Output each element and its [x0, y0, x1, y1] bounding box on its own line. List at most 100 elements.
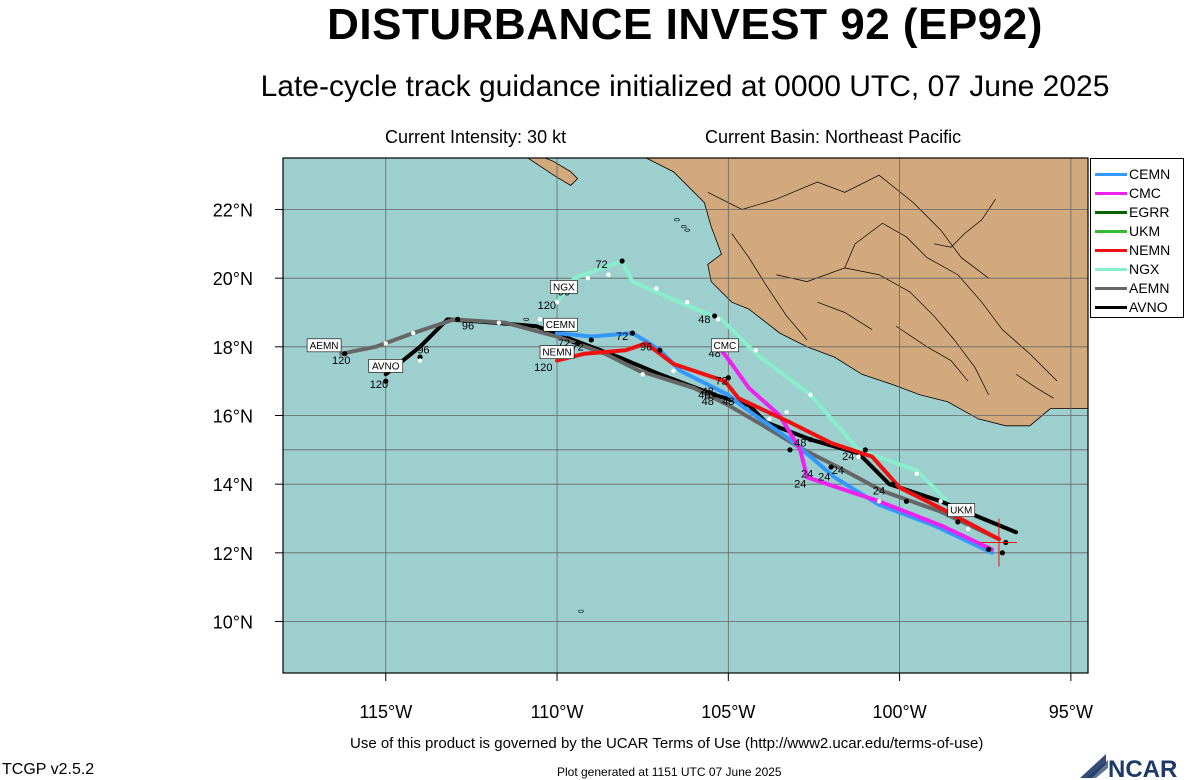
track-point — [807, 436, 814, 443]
legend-swatch — [1095, 286, 1127, 290]
model-tag-box — [539, 345, 575, 360]
forecast-hour-label: 48 — [722, 396, 734, 408]
model-tag: UKM — [950, 506, 972, 517]
track-point — [588, 337, 594, 343]
track-point — [671, 368, 676, 374]
forecast-hour-label: 24 — [794, 479, 806, 491]
island — [680, 225, 687, 229]
forecast-hour-label: 72 — [571, 341, 583, 353]
version-label: TCGP v2.5.2 — [2, 761, 95, 778]
model-tag-box — [368, 359, 404, 373]
model-tag: AEMN — [310, 341, 339, 352]
legend-item-cmc: CMC — [1095, 184, 1161, 202]
track-point — [715, 317, 721, 322]
current-intensity: Current Intensity: 30 kt — [385, 127, 567, 147]
model-tag-box — [543, 317, 578, 332]
forecast-hour-label: 72 — [616, 331, 628, 343]
forecast-hour-label: 48 — [702, 386, 714, 398]
track-aemn — [339, 317, 1001, 542]
legend-label: EGRR — [1129, 204, 1170, 220]
forecast-hour-label: 72 — [715, 376, 727, 388]
track-point — [685, 300, 690, 305]
legend-item-cemn: CEMN — [1095, 165, 1170, 183]
y-tick-label: 14°N — [213, 475, 253, 495]
y-tick-label: 10°N — [213, 613, 253, 633]
y-tick-label: 12°N — [213, 544, 253, 564]
legend-swatch — [1095, 305, 1127, 309]
track-point — [585, 275, 591, 281]
model-tag: NEMN — [542, 348, 571, 359]
state-border — [895, 325, 969, 382]
x-tick-label: 95°W — [1049, 702, 1093, 722]
legend-swatch — [1095, 172, 1127, 176]
model-tag-box — [550, 280, 578, 294]
state-border — [817, 301, 873, 330]
forecast-hour-label: 48 — [698, 389, 710, 401]
track-point — [955, 519, 961, 525]
island — [674, 218, 680, 222]
track-point — [856, 454, 861, 459]
y-tick-label: 22°N — [213, 201, 253, 221]
track-point — [554, 300, 560, 305]
track-point — [767, 416, 772, 422]
x-tick-label: 100°W — [872, 702, 926, 722]
legend-item-ngx: NGX — [1095, 260, 1159, 278]
model-tag: NGX — [553, 282, 575, 293]
legend-swatch — [1095, 229, 1127, 233]
model-tag: CMC — [714, 341, 737, 352]
forecast-hour-label: 96 — [640, 341, 652, 353]
track-point — [342, 351, 348, 357]
island — [523, 317, 530, 321]
y-tick-label: 20°N — [213, 269, 253, 289]
x-tick-label: 110°W — [531, 702, 584, 722]
generated-time: Plot generated at 1151 UTC 07 June 2025 — [557, 765, 782, 779]
track-point — [712, 313, 718, 319]
track-point — [986, 546, 992, 553]
model-tag-box — [306, 338, 342, 353]
track-point — [876, 499, 882, 504]
track-point — [455, 316, 461, 322]
forecast-hour-label: 120 — [534, 362, 552, 374]
track-nemn — [555, 341, 1001, 542]
state-border — [844, 222, 1058, 382]
forecast-hour-label: 24 — [818, 472, 830, 484]
state-border — [1015, 374, 1054, 399]
legend-item-nemn: NEMN — [1095, 241, 1170, 259]
model-tag: CEMN — [546, 320, 575, 331]
x-tick-label: 105°W — [701, 702, 755, 722]
legend-item-egrr: EGRR — [1095, 203, 1169, 221]
model-legend: CEMN CMC EGRR UKM NEMN NGX AEMN AVNO — [1090, 158, 1184, 318]
ncar-logo-text: NCAR — [1108, 756, 1177, 780]
model-tag-box — [711, 338, 739, 353]
legend-swatch — [1095, 267, 1127, 271]
track-point — [383, 341, 388, 346]
track-point — [417, 358, 423, 363]
track-point — [787, 447, 793, 453]
ncar-logo: NCAR — [1080, 754, 1177, 780]
model-tag: AVNO — [372, 361, 400, 372]
map-title: DISTURBANCE INVEST 92 (EP92) — [327, 0, 1043, 49]
track-point — [999, 550, 1005, 556]
forecast-hour-label: 96 — [462, 321, 474, 333]
legend-label: UKM — [1129, 223, 1161, 239]
forecast-hour-label: 24 — [873, 485, 885, 497]
track-point — [808, 392, 813, 398]
track-point — [753, 348, 758, 353]
forecast-hour-label: 48 — [794, 437, 806, 449]
forecast-hour-label: 48 — [702, 396, 714, 408]
track-point — [629, 330, 636, 336]
track-point — [654, 286, 659, 291]
legend-label: CEMN — [1129, 166, 1171, 182]
track-point — [828, 464, 834, 470]
track-point — [410, 330, 416, 336]
island — [578, 609, 584, 613]
legend-label: AVNO — [1129, 299, 1168, 315]
baja-peninsula — [527, 158, 579, 186]
current-basin: Current Basin: Northeast Pacific — [705, 127, 962, 147]
state-border — [776, 267, 989, 396]
forecast-hour-label: 24 — [842, 451, 854, 463]
forecast-hour-label: 24 — [801, 468, 813, 480]
forecast-hour-label: 48 — [698, 314, 710, 326]
